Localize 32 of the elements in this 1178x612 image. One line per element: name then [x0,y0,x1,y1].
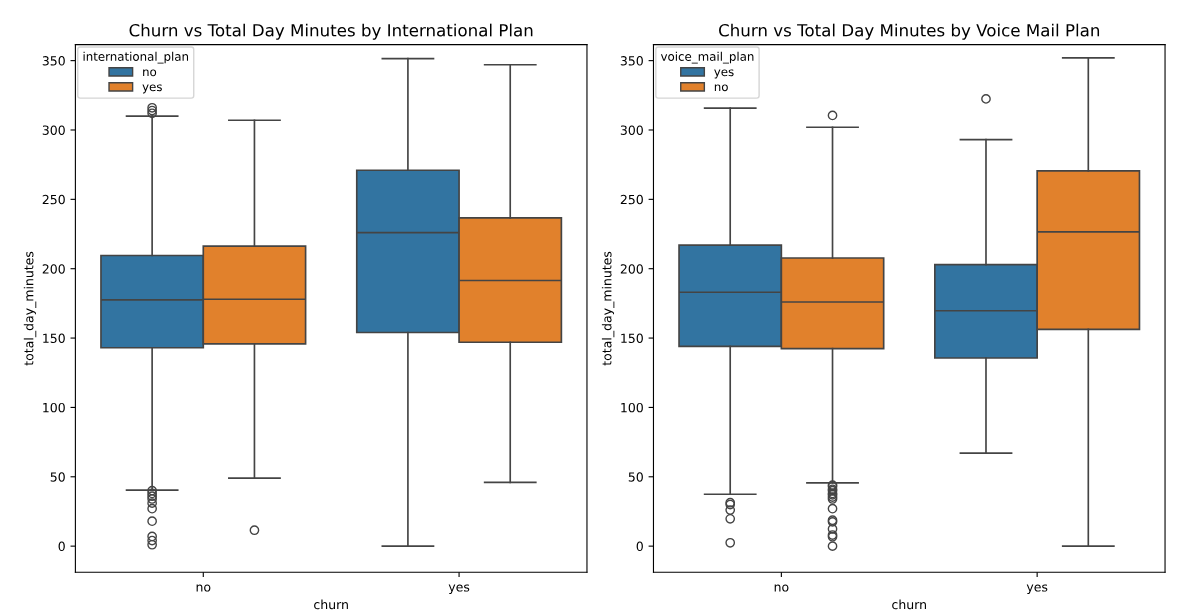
x-axis-title: churn [314,599,348,610]
y-tick-label: 200 [42,264,65,274]
x-tick-label: no [774,584,789,592]
x-axis-title: churn [892,599,926,610]
y-tick-label: 100 [43,402,65,413]
legend-label: no [143,69,157,77]
y-tick-label: 300 [42,125,65,135]
legend-label: yes [714,69,734,79]
chart-title: Churn vs Total Day Minutes by Voice Mail Plan [719,23,1100,40]
y-tick-label: 250 [620,194,643,205]
y-tick-label: 0 [58,541,65,552]
y-tick-label: 350 [42,56,65,66]
y-tick-label: 100 [621,402,643,413]
legend-label: yes [142,84,162,94]
y-tick-label: 250 [42,194,65,205]
y-tick-label: 150 [43,333,65,343]
y-tick-label: 200 [620,264,643,274]
y-tick-label: 50 [50,472,65,482]
y-tick-label: 150 [621,333,643,343]
y-axis-title: total_day_minutes [601,251,615,366]
legend-label: no [714,84,728,92]
x-tick-label: no [196,584,211,592]
x-tick-label: yes [1026,584,1048,595]
legend-title: international_plan [83,51,189,64]
y-tick-label: 50 [628,472,643,482]
y-axis-title: total_day_minutes [23,251,37,366]
x-tick-label: yes [448,584,470,595]
y-tick-label: 0 [636,541,643,552]
y-tick-label: 300 [620,125,643,135]
y-tick-label: 350 [620,56,643,66]
chart-title: Churn vs Total Day Minutes by International Plan [129,23,533,40]
legend-title: voice_mail_plan [660,51,754,64]
